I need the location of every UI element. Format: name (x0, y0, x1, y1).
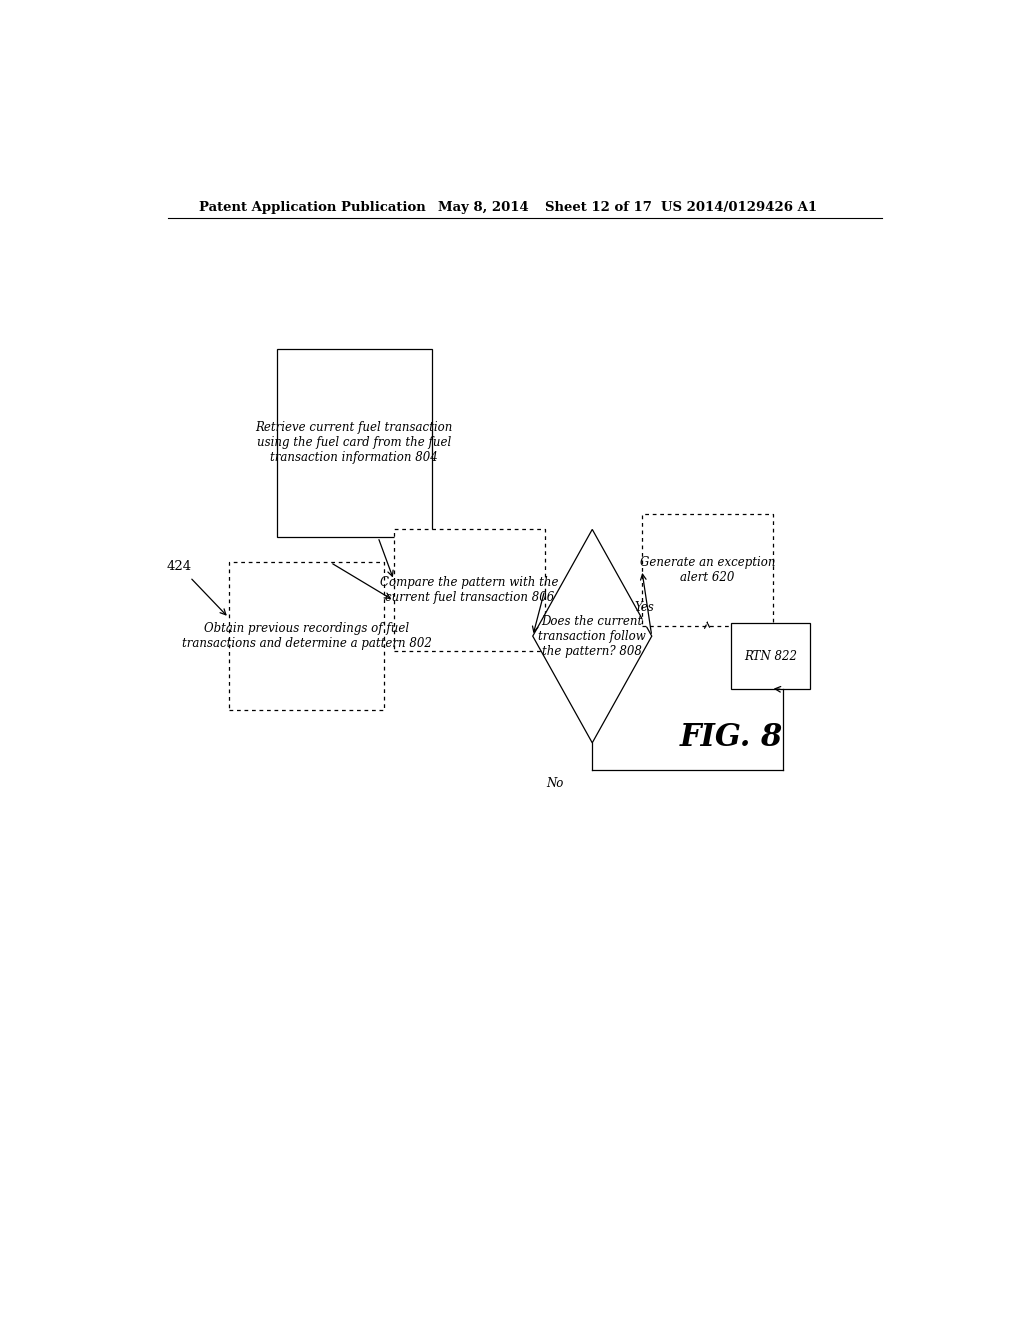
Text: 424: 424 (167, 561, 193, 573)
Text: Obtain previous recordings of fuel
transactions and determine a pattern 802: Obtain previous recordings of fuel trans… (181, 622, 431, 651)
Polygon shape (532, 529, 651, 743)
FancyBboxPatch shape (642, 515, 773, 626)
Text: No: No (546, 777, 563, 789)
Text: FIG. 8: FIG. 8 (680, 722, 782, 754)
Text: Does the current
transaction follow
the pattern? 808: Does the current transaction follow the … (539, 615, 646, 657)
FancyBboxPatch shape (276, 348, 431, 537)
Text: Retrieve current fuel transaction
using the fuel card from the fuel
transaction : Retrieve current fuel transaction using … (256, 421, 453, 465)
Text: Yes: Yes (634, 601, 653, 614)
Text: Generate an exception
alert 620: Generate an exception alert 620 (640, 556, 775, 583)
FancyBboxPatch shape (229, 562, 384, 710)
Text: RTN 822: RTN 822 (744, 649, 798, 663)
FancyBboxPatch shape (394, 529, 545, 651)
Text: US 2014/0129426 A1: US 2014/0129426 A1 (662, 201, 817, 214)
Text: May 8, 2014: May 8, 2014 (437, 201, 528, 214)
Text: Patent Application Publication: Patent Application Publication (200, 201, 426, 214)
FancyBboxPatch shape (731, 623, 811, 689)
Text: Sheet 12 of 17: Sheet 12 of 17 (545, 201, 651, 214)
Text: Compare the pattern with the
current fuel transaction 806: Compare the pattern with the current fue… (380, 577, 558, 605)
